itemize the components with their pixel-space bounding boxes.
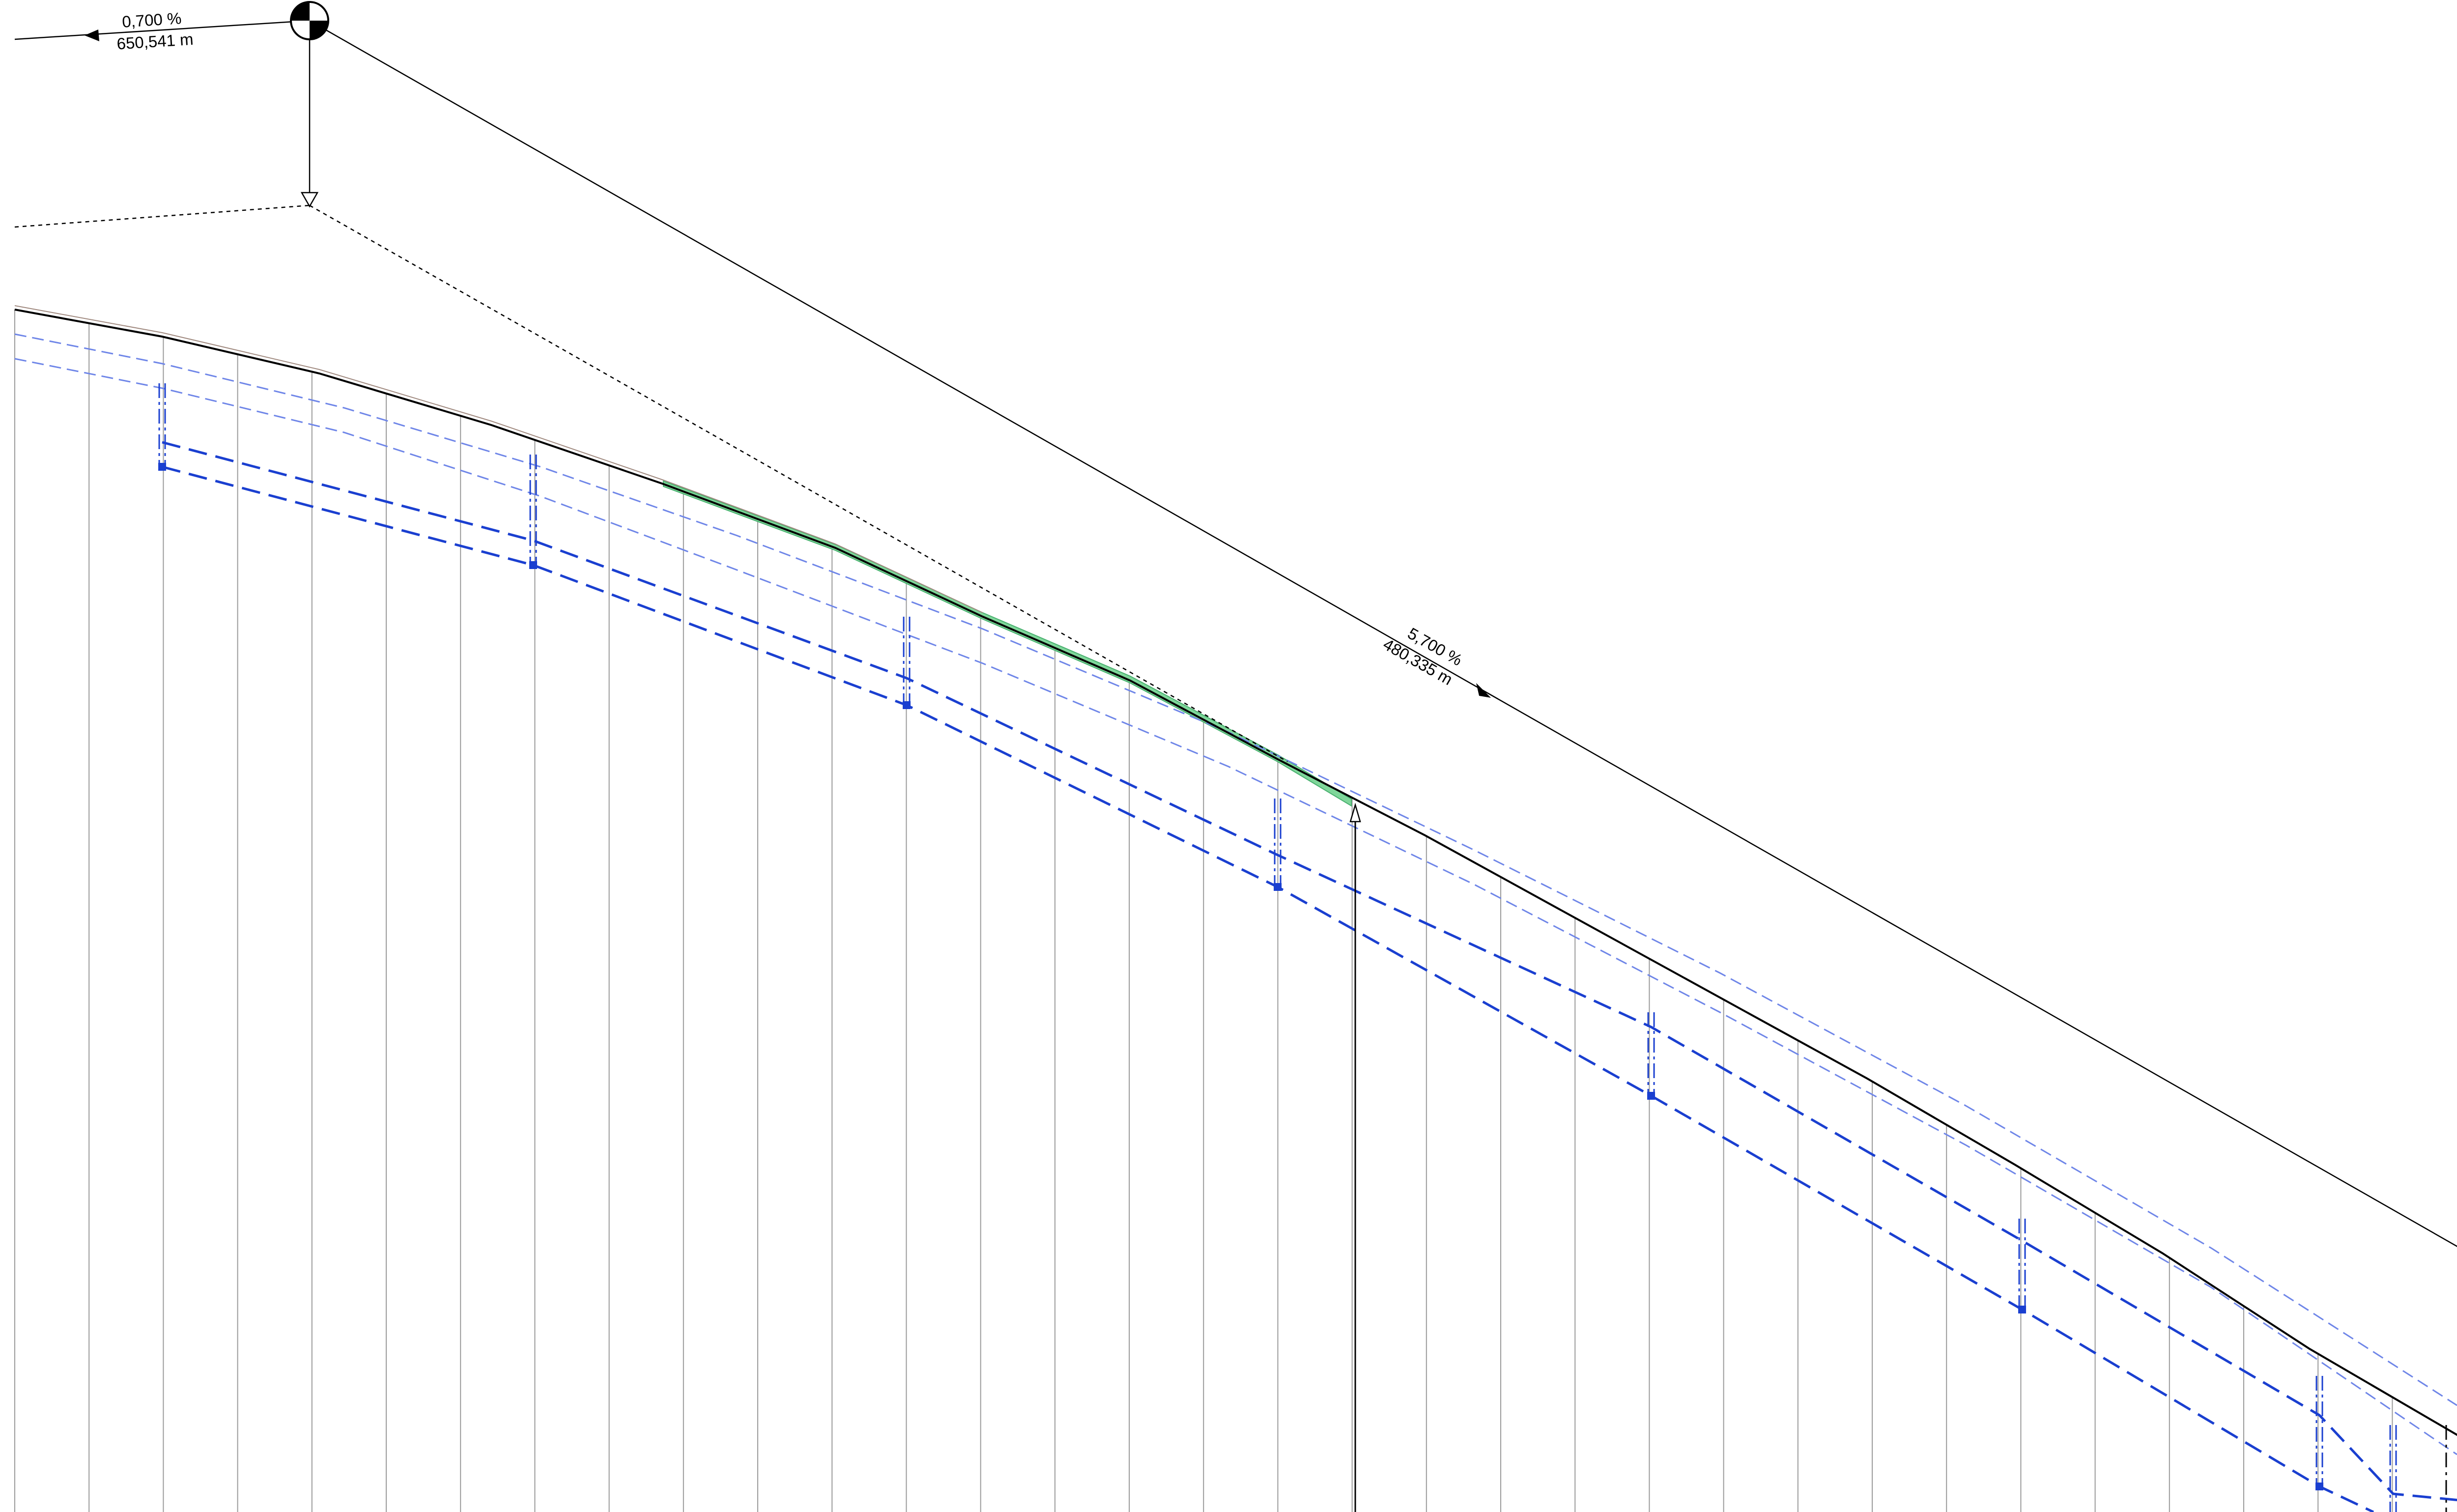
finished-grade-line: [14, 309, 2457, 1436]
pvi-circle-quadrant-icon: [290, 1, 329, 40]
pipe-crown-line: [162, 441, 2457, 1502]
arrow-up-icon: [1349, 802, 1361, 823]
left-length-label: 650,541 m: [116, 30, 194, 53]
manhole-invert-marker: [903, 701, 911, 709]
existing-ground-line-upper: [14, 333, 2457, 1406]
arrow-left-icon: [85, 29, 99, 41]
arrow-right-icon: [1476, 683, 1491, 698]
left-grade-label: 0,700 %: [121, 9, 182, 31]
original-ground-line: [14, 305, 983, 613]
station-grid: [14, 310, 2393, 1512]
triangle-down-icon: [300, 192, 319, 208]
cut-fill-band: [663, 480, 1352, 807]
manhole-structures: [158, 383, 2397, 1512]
tangent-right: [309, 20, 2457, 1247]
right-grade-annotation: 5,700 % 480,335 m: [1380, 624, 1465, 689]
pipe-invert-line: [162, 465, 2374, 1512]
manhole-invert-marker: [2018, 1306, 2026, 1313]
manhole-invert-marker: [158, 463, 166, 471]
manhole-invert-marker: [1647, 1092, 1655, 1100]
curve-chord-left: [14, 204, 310, 228]
curve-chord-right: [309, 204, 1288, 763]
manhole-invert-marker: [1274, 883, 1282, 891]
existing-ground-line-lower: [14, 358, 2457, 1455]
tangent-left: [14, 20, 310, 40]
manhole-invert-marker: [529, 561, 537, 569]
manhole-invert-marker: [2315, 1483, 2323, 1490]
